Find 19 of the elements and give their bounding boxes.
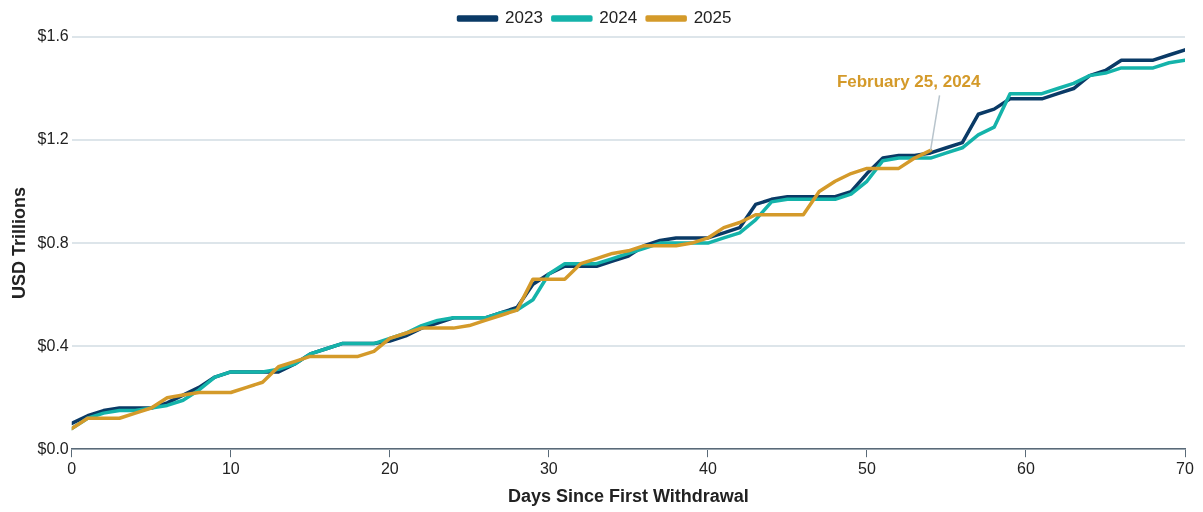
x-tick-label: 10 <box>221 460 240 478</box>
x-axis-title: Days Since First Withdrawal <box>507 486 749 507</box>
y-tick-label: $0.0 <box>37 439 69 457</box>
y-tick-label: $1.2 <box>37 130 69 148</box>
annotation: February 25, 2024 <box>836 71 982 91</box>
x-tick-label: 0 <box>67 460 77 478</box>
x-tick-label: 30 <box>539 460 558 478</box>
legend-label: 2024 <box>599 8 638 28</box>
legend-label: 2025 <box>693 8 732 28</box>
legend-label: 2023 <box>505 8 543 28</box>
x-tick-label: 50 <box>858 460 876 478</box>
y-tick-label: $0.4 <box>37 336 69 354</box>
x-tick-label: 60 <box>1017 460 1035 478</box>
y-tick-label: $1.6 <box>37 27 69 45</box>
x-tick-label: 40 <box>698 460 717 478</box>
x-tick-label: 70 <box>1176 460 1194 478</box>
x-tick-label: 20 <box>380 460 399 478</box>
y-tick-label: $0.8 <box>37 233 69 251</box>
y-axis-title: USD Trillions <box>8 187 29 300</box>
